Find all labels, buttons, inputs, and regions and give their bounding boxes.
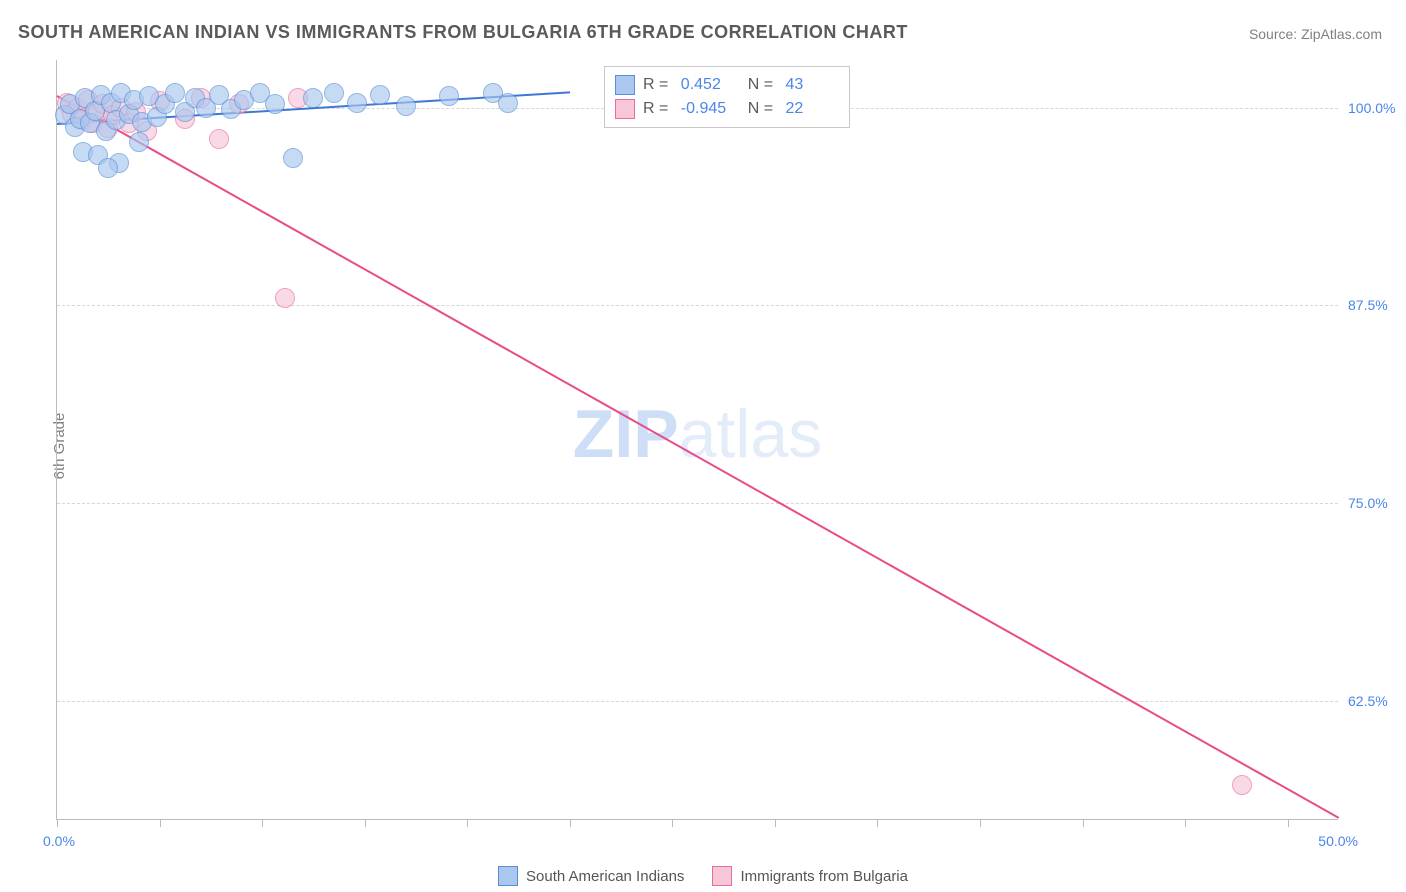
blue-marker <box>129 132 149 152</box>
x-tick <box>570 819 571 827</box>
y-tick-label: 100.0% <box>1348 100 1406 116</box>
correlation-legend: R = 0.452 N = 43R = -0.945 N = 22 <box>604 66 850 128</box>
source-attribution: Source: ZipAtlas.com <box>1249 26 1382 42</box>
x-tick <box>160 819 161 827</box>
x-tick <box>1083 819 1084 827</box>
pink-marker <box>1232 775 1252 795</box>
x-axis-start-label: 0.0% <box>43 833 75 849</box>
blue-marker <box>324 83 344 103</box>
gridline <box>57 305 1338 306</box>
corr-swatch-blue <box>615 75 635 95</box>
blue-marker <box>370 85 390 105</box>
blue-marker <box>265 94 285 114</box>
blue-marker <box>303 88 323 108</box>
plot-area: ZIPatlas 0.0% 50.0% 62.5%75.0%87.5%100.0… <box>56 60 1338 820</box>
source-value: ZipAtlas.com <box>1301 26 1382 42</box>
x-tick <box>365 819 366 827</box>
x-tick <box>1288 819 1289 827</box>
legend-swatch-pink <box>712 866 732 886</box>
y-tick-label: 87.5% <box>1348 297 1406 313</box>
x-tick <box>672 819 673 827</box>
corr-n-value: 22 <box>785 100 835 118</box>
legend-label-pink: Immigrants from Bulgaria <box>740 868 908 885</box>
legend-swatch-blue <box>498 866 518 886</box>
chart-title: SOUTH AMERICAN INDIAN VS IMMIGRANTS FROM… <box>18 22 908 43</box>
gridline <box>57 701 1338 702</box>
x-tick <box>1185 819 1186 827</box>
pink-marker <box>275 288 295 308</box>
corr-legend-row-pink: R = -0.945 N = 22 <box>615 97 835 121</box>
y-tick-label: 62.5% <box>1348 693 1406 709</box>
watermark-bold: ZIP <box>573 395 679 471</box>
x-axis-end-label: 50.0% <box>1318 833 1358 849</box>
x-tick <box>57 819 58 827</box>
source-label: Source: <box>1249 26 1301 42</box>
legend-label-blue: South American Indians <box>526 868 684 885</box>
corr-n-label: N = <box>739 100 778 118</box>
legend-item-pink: Immigrants from Bulgaria <box>712 866 908 886</box>
corr-r-label: R = <box>643 100 673 118</box>
x-tick <box>980 819 981 827</box>
blue-marker <box>283 148 303 168</box>
gridline <box>57 503 1338 504</box>
corr-r-label: R = <box>643 76 673 94</box>
x-tick <box>877 819 878 827</box>
x-tick <box>467 819 468 827</box>
blue-marker <box>498 93 518 113</box>
corr-legend-row-blue: R = 0.452 N = 43 <box>615 73 835 97</box>
blue-marker <box>439 86 459 106</box>
corr-r-value: -0.945 <box>681 100 731 118</box>
corr-r-value: 0.452 <box>681 76 731 94</box>
legend-bottom: South American Indians Immigrants from B… <box>0 866 1406 886</box>
blue-marker <box>98 158 118 178</box>
x-tick <box>262 819 263 827</box>
corr-swatch-pink <box>615 99 635 119</box>
blue-marker <box>165 83 185 103</box>
corr-n-label: N = <box>739 76 778 94</box>
blue-marker <box>396 96 416 116</box>
regression-line <box>57 95 1340 819</box>
blue-marker <box>347 93 367 113</box>
legend-item-blue: South American Indians <box>498 866 684 886</box>
y-tick-label: 75.0% <box>1348 495 1406 511</box>
pink-marker <box>209 129 229 149</box>
corr-n-value: 43 <box>785 76 835 94</box>
x-tick <box>775 819 776 827</box>
